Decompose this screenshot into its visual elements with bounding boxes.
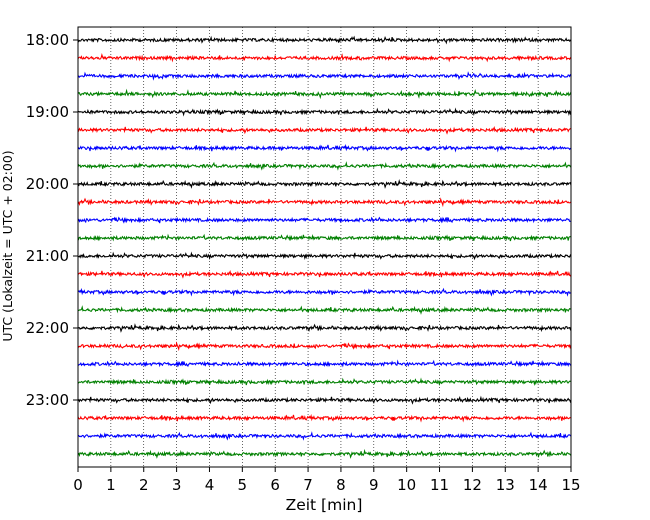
x-tick-label: 2 [139,476,149,494]
trace-2100 [77,251,572,261]
y-tick-label: 18:00 [26,31,69,49]
y-tick-label: 21:00 [26,247,69,265]
trace-2115 [77,270,572,279]
trace-2200 [77,323,572,333]
trace-1945 [77,161,572,171]
x-tick-label: 1 [106,476,116,494]
x-tick-label: 5 [238,476,248,494]
trace-group [77,35,572,459]
x-axis: 0 1 2 3 4 5 6 7 8 9 10 11 12 13 14 15 [73,467,581,494]
x-tick-label: 9 [369,476,379,494]
x-tick-label: 3 [172,476,182,494]
x-tick-label: 12 [463,476,482,494]
trace-2130 [77,287,572,297]
x-tick-label: 14 [529,476,548,494]
x-tick-label: 4 [205,476,215,494]
grid-lines [110,27,539,467]
trace-2300 [77,395,572,405]
trace-1930 [77,143,572,153]
trace-2145 [77,305,572,315]
y-tick-label: 23:00 [26,391,69,409]
x-axis-label: Zeit [min] [286,496,363,514]
x-tick-label: 10 [397,476,416,494]
trace-1815 [77,52,572,63]
trace-2345 [77,448,572,459]
trace-2000 [77,179,572,189]
trace-2215 [77,341,572,352]
trace-2230 [77,359,572,368]
trace-2015 [77,197,572,208]
x-tick-label: 8 [336,476,346,494]
x-tick-label: 13 [496,476,515,494]
trace-2315 [77,413,572,423]
trace-1845 [77,88,572,100]
y-tick-label: 22:00 [26,319,69,337]
trace-1800 [77,35,572,45]
x-tick-label: 15 [561,476,580,494]
y-axis: 18:00 19:00 20:00 21:00 22:00 23:00 [26,31,78,409]
y-axis-label: UTC (Lokalzeit = UTC + 02:00) [0,150,15,341]
x-tick-label: 11 [430,476,449,494]
x-tick-label: 6 [270,476,280,494]
y-tick-label: 20:00 [26,175,69,193]
trace-2245 [77,377,572,387]
x-tick-label: 0 [73,476,83,494]
trace-2030 [77,216,572,224]
x-tick-label: 7 [303,476,313,494]
trace-1915 [77,126,572,135]
y-tick-label: 19:00 [26,103,69,121]
trace-2330 [77,431,572,441]
plot-frame [77,26,572,468]
trace-1900 [77,107,572,117]
trace-1830 [77,71,572,81]
trace-2045 [77,233,572,242]
